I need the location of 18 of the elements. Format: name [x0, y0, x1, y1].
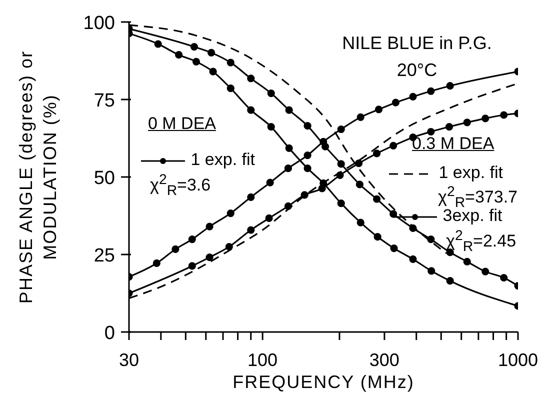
x-tick-label: 300 — [369, 350, 400, 370]
y-tick-label: 0 — [104, 323, 115, 344]
x-axis-title: FREQUENCY (MHz) — [232, 372, 416, 393]
y-axis-title: PHASE ANGLE (degrees) or MODULATION (%) — [15, 49, 61, 306]
y-tick-label: 50 — [94, 168, 115, 189]
annotation: 0 M DEA — [148, 114, 216, 134]
annotation: χ$^{2}$$_{R}$=2.45 — [446, 228, 516, 256]
y-tick-label: 25 — [94, 246, 115, 266]
x-tick-label: 1000 — [498, 350, 538, 370]
y-tick-label: 100 — [83, 13, 115, 34]
text: NILE BLUE in P.G. — [341, 33, 493, 54]
annotation: χ$^{2}$$_{R}$=3.6 — [150, 172, 211, 200]
legend-label: 1 exp. fit — [438, 163, 503, 182]
x-tick-label: 100 — [248, 350, 278, 370]
y-tick-label: 75 — [94, 90, 115, 112]
x-tick-label: 30 — [118, 350, 140, 370]
legend-label: 1 exp. fit — [190, 150, 255, 169]
text: 20°C — [396, 60, 438, 81]
